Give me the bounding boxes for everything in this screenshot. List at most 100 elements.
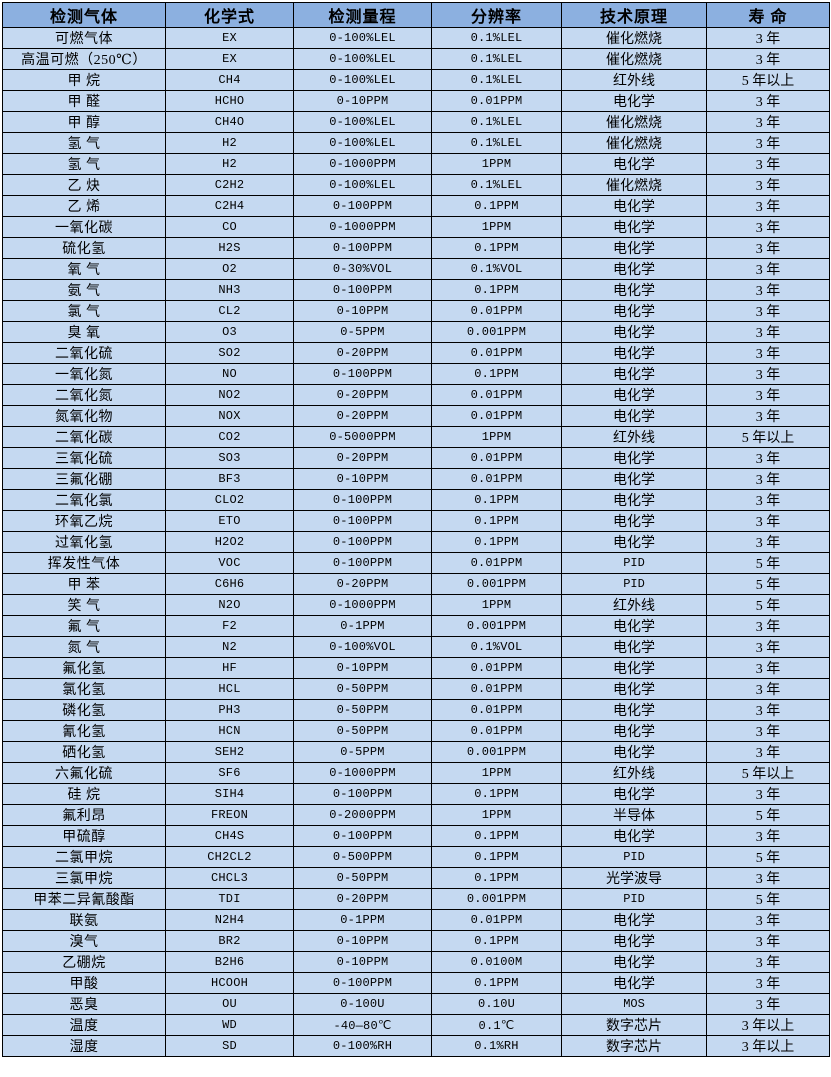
cell-life: 3 年以上 bbox=[706, 1035, 830, 1057]
cell-principle: 电化学 bbox=[561, 342, 707, 364]
cell-life: 3 年 bbox=[706, 27, 830, 49]
cell-resolution: 0.001PPM bbox=[431, 888, 562, 910]
cell-life: 3 年 bbox=[706, 951, 830, 973]
table-row: 氟化氢 HF 0-10PPM 0.01PPM 电化学 3 年 bbox=[2, 657, 830, 679]
cell-range: 0-1000PPM bbox=[293, 216, 432, 238]
cell-life: 3 年 bbox=[706, 867, 830, 889]
cell-range: 0-20PPM bbox=[293, 405, 432, 427]
cell-range: 0-100PPM bbox=[293, 783, 432, 805]
table-row: 甲酸 HCOOH 0-100PPM 0.1PPM 电化学 3 年 bbox=[2, 972, 830, 994]
cell-resolution: 0.1%LEL bbox=[431, 48, 562, 70]
cell-formula: EX bbox=[165, 48, 294, 70]
cell-formula: HCHO bbox=[165, 90, 294, 112]
cell-gas: 二氧化碳 bbox=[2, 426, 166, 448]
cell-resolution: 0.1%RH bbox=[431, 1035, 562, 1057]
cell-formula: CHCL3 bbox=[165, 867, 294, 889]
cell-gas: 湿度 bbox=[2, 1035, 166, 1057]
cell-life: 3 年 bbox=[706, 510, 830, 532]
cell-range: 0-100%LEL bbox=[293, 111, 432, 133]
cell-gas: 二氧化硫 bbox=[2, 342, 166, 364]
cell-life: 3 年 bbox=[706, 636, 830, 658]
table-row: 三氧化硫 SO3 0-20PPM 0.01PPM 电化学 3 年 bbox=[2, 447, 830, 469]
cell-principle: 电化学 bbox=[561, 90, 707, 112]
column-header-principle: 技术原理 bbox=[561, 2, 707, 28]
cell-range: 0-1000PPM bbox=[293, 594, 432, 616]
cell-formula: TDI bbox=[165, 888, 294, 910]
table-row: 乙 炔 C2H2 0-100%LEL 0.1%LEL 催化燃烧 3 年 bbox=[2, 174, 830, 196]
cell-principle: 电化学 bbox=[561, 489, 707, 511]
cell-formula: HCN bbox=[165, 720, 294, 742]
cell-life: 5 年 bbox=[706, 573, 830, 595]
cell-principle: 催化燃烧 bbox=[561, 48, 707, 70]
cell-range: 0-100PPM bbox=[293, 489, 432, 511]
cell-formula: HCL bbox=[165, 678, 294, 700]
cell-principle: 红外线 bbox=[561, 69, 707, 91]
cell-range: 0-20PPM bbox=[293, 384, 432, 406]
cell-gas: 氢 气 bbox=[2, 153, 166, 175]
table-row: 乙硼烷 B2H6 0-10PPM 0.0100M 电化学 3 年 bbox=[2, 951, 830, 973]
cell-gas: 乙 炔 bbox=[2, 174, 166, 196]
cell-formula: CH2CL2 bbox=[165, 846, 294, 868]
table-row: 可燃气体 EX 0-100%LEL 0.1%LEL 催化燃烧 3 年 bbox=[2, 27, 830, 49]
cell-life: 3 年 bbox=[706, 363, 830, 385]
cell-resolution: 0.01PPM bbox=[431, 720, 562, 742]
cell-resolution: 0.001PPM bbox=[431, 321, 562, 343]
table-row: 一氧化碳 CO 0-1000PPM 1PPM 电化学 3 年 bbox=[2, 216, 830, 238]
cell-range: 0-5PPM bbox=[293, 321, 432, 343]
cell-formula: SO2 bbox=[165, 342, 294, 364]
cell-gas: 过氧化氢 bbox=[2, 531, 166, 553]
cell-principle: 电化学 bbox=[561, 468, 707, 490]
cell-formula: H2 bbox=[165, 132, 294, 154]
table-header: 检测气体 化学式 检测量程 分辨率 技术原理 寿 命 bbox=[2, 2, 830, 28]
cell-formula: FREON bbox=[165, 804, 294, 826]
table-row: 联氨 N2H4 0-1PPM 0.01PPM 电化学 3 年 bbox=[2, 909, 830, 931]
cell-principle: PID bbox=[561, 846, 707, 868]
cell-gas: 一氧化碳 bbox=[2, 216, 166, 238]
cell-principle: 催化燃烧 bbox=[561, 132, 707, 154]
cell-principle: 催化燃烧 bbox=[561, 111, 707, 133]
cell-range: 0-50PPM bbox=[293, 678, 432, 700]
cell-gas: 臭 氧 bbox=[2, 321, 166, 343]
cell-resolution: 0.1PPM bbox=[431, 972, 562, 994]
cell-range: 0-50PPM bbox=[293, 720, 432, 742]
table-row: 臭 氧 O3 0-5PPM 0.001PPM 电化学 3 年 bbox=[2, 321, 830, 343]
cell-range: 0-1000PPM bbox=[293, 762, 432, 784]
gas-detection-table: 检测气体 化学式 检测量程 分辨率 技术原理 寿 命 可燃气体 EX 0-100%L… bbox=[2, 2, 830, 1057]
cell-range: 0-10PPM bbox=[293, 468, 432, 490]
cell-principle: PID bbox=[561, 552, 707, 574]
cell-gas: 氧 气 bbox=[2, 258, 166, 280]
cell-gas: 一氧化氮 bbox=[2, 363, 166, 385]
cell-resolution: 0.1%LEL bbox=[431, 27, 562, 49]
cell-principle: 电化学 bbox=[561, 699, 707, 721]
cell-formula: C6H6 bbox=[165, 573, 294, 595]
cell-formula: BF3 bbox=[165, 468, 294, 490]
cell-gas: 硫化氢 bbox=[2, 237, 166, 259]
cell-resolution: 1PPM bbox=[431, 594, 562, 616]
cell-formula: CH4O bbox=[165, 111, 294, 133]
table-row: 氮 气 N2 0-100%VOL 0.1%VOL 电化学 3 年 bbox=[2, 636, 830, 658]
cell-resolution: 0.01PPM bbox=[431, 342, 562, 364]
table-row: 高温可燃（250℃） EX 0-100%LEL 0.1%LEL 催化燃烧 3 年 bbox=[2, 48, 830, 70]
table-row: 三氟化硼 BF3 0-10PPM 0.01PPM 电化学 3 年 bbox=[2, 468, 830, 490]
cell-range: 0-1PPM bbox=[293, 909, 432, 931]
cell-formula: OU bbox=[165, 993, 294, 1015]
cell-gas: 氰化氢 bbox=[2, 720, 166, 742]
cell-range: 0-10PPM bbox=[293, 951, 432, 973]
table-row: 溴气 BR2 0-10PPM 0.1PPM 电化学 3 年 bbox=[2, 930, 830, 952]
cell-principle: 电化学 bbox=[561, 237, 707, 259]
cell-gas: 甲 醛 bbox=[2, 90, 166, 112]
cell-resolution: 0.1%VOL bbox=[431, 636, 562, 658]
cell-range: 0-100%LEL bbox=[293, 132, 432, 154]
cell-resolution: 0.1PPM bbox=[431, 363, 562, 385]
cell-principle: 电化学 bbox=[561, 216, 707, 238]
cell-resolution: 0.1PPM bbox=[431, 867, 562, 889]
cell-formula: H2O2 bbox=[165, 531, 294, 553]
cell-life: 3 年 bbox=[706, 48, 830, 70]
cell-life: 3 年 bbox=[706, 468, 830, 490]
cell-range: 0-50PPM bbox=[293, 699, 432, 721]
column-header-resolution: 分辨率 bbox=[431, 2, 562, 28]
cell-resolution: 0.1PPM bbox=[431, 531, 562, 553]
cell-gas: 硒化氢 bbox=[2, 741, 166, 763]
cell-resolution: 0.1PPM bbox=[431, 489, 562, 511]
cell-principle: 电化学 bbox=[561, 657, 707, 679]
